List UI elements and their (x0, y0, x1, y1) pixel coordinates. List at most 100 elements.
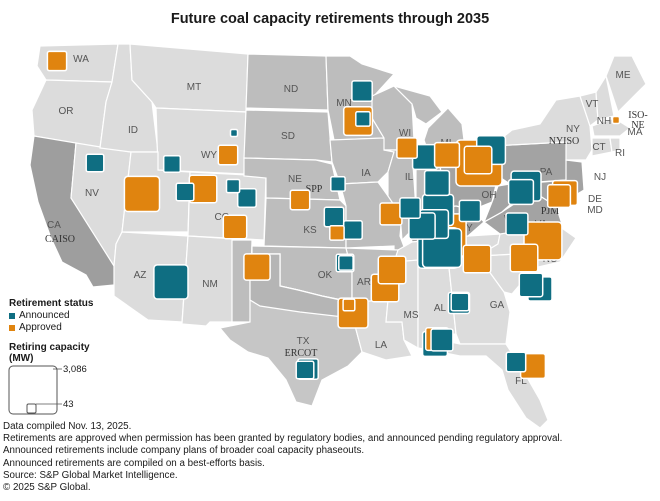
retirement-marker-approved-ma (611, 115, 621, 125)
state-me (605, 55, 647, 114)
retirement-marker-announced-oh (507, 178, 535, 206)
state-label: KS (303, 225, 317, 236)
state-label: NJ (594, 172, 606, 183)
retirement-marker-announced-ga (505, 351, 527, 373)
state-label: NY (566, 124, 580, 135)
state-label: IL (405, 172, 414, 183)
state-label: WI (399, 128, 411, 139)
retirement-marker-announced-tn (450, 292, 470, 312)
retirement-marker-announced-nc (518, 272, 544, 298)
iso-label-spp: SPP (306, 184, 323, 195)
state-ma (591, 117, 632, 137)
retirement-marker-announced-il (408, 212, 436, 240)
retirement-marker-approved-tx (289, 189, 311, 211)
legend-label-announced: Announced (19, 310, 70, 321)
retirement-marker-announced-mt (229, 128, 239, 138)
retirement-marker-approved-ok (342, 298, 356, 312)
retirement-marker-announced-ks (323, 206, 345, 228)
state-label: AZ (134, 270, 147, 281)
legend-capacity-title: Retiring capacity (9, 342, 90, 353)
retirement-marker-approved-nc (546, 183, 572, 209)
state-label: GA (490, 300, 505, 311)
retirement-marker-announced-ok (338, 255, 354, 271)
state-label: NH (597, 116, 611, 127)
iso-labels: CAISO SPP ERCOT PJM NYISO ISO- NE (45, 110, 648, 359)
retirement-marker-approved-mo (379, 202, 403, 226)
retirement-marker-announced-nv (85, 153, 105, 173)
footnote: © 2025 S&P Global. (3, 482, 91, 494)
state-label: MD (587, 205, 603, 216)
footnote: Announced retirements are compiled on a … (3, 457, 265, 469)
iso-label-ercot: ERCOT (285, 348, 318, 359)
state-label: SD (281, 131, 295, 142)
footnote: Announced retirements include company pl… (3, 445, 365, 457)
state-label: NV (85, 188, 99, 199)
footnote: Data compiled Nov. 13, 2025. (3, 421, 132, 432)
legend-swatch-announced (9, 312, 15, 319)
state-nm-spp (231, 239, 253, 323)
map-title: Future coal capacity retirements through… (170, 11, 490, 27)
state-label: ME (616, 70, 631, 81)
state-label: VT (586, 99, 599, 110)
retirement-marker-approved-ar (377, 255, 407, 285)
iso-label-isone-2: NE (631, 120, 644, 131)
size-legend (8, 365, 62, 415)
retirement-marker-approved-ky (462, 244, 492, 274)
size-legend-large-square (8, 365, 58, 415)
legend-item-approved: Approved (9, 322, 62, 333)
state-label: WA (73, 54, 89, 65)
retirement-marker-approved-nm (243, 253, 271, 281)
retirement-marker-announced-ne (330, 176, 346, 192)
state-label: NM (202, 279, 218, 290)
retirement-marker-announced-mn (351, 80, 373, 102)
iso-label-pjm: PJM (541, 206, 559, 217)
retirement-marker-announced-fl (295, 360, 315, 380)
retirement-marker-announced-wv (505, 212, 529, 236)
retirement-marker-announced-co (225, 178, 241, 194)
retirement-markers (46, 50, 621, 380)
retirement-marker-announced-il (399, 197, 421, 219)
retirement-marker-approved-wa (46, 50, 68, 72)
state-fl (429, 337, 549, 429)
state-label: AL (434, 303, 447, 314)
state-label: LA (375, 340, 388, 351)
iso-label-nyiso: NYISO (549, 136, 580, 147)
footnote: Retirements are approved when permission… (3, 433, 563, 445)
retirement-marker-announced-ms (430, 328, 454, 352)
retirement-marker-approved-oh (463, 145, 493, 175)
iso-label-caiso: CAISO (45, 234, 75, 245)
state-label: NE (288, 174, 302, 185)
state-label: CT (592, 142, 605, 153)
state-label: FL (515, 376, 527, 387)
state-label: DE (588, 194, 602, 205)
retirement-marker-announced-in (458, 199, 482, 223)
retirement-marker-approved-ut (123, 175, 161, 213)
retirement-marker-announced-co (236, 187, 257, 208)
size-legend-small-square (26, 403, 37, 414)
legend-capacity-unit: (MW) (9, 353, 34, 364)
legend-label-approved: Approved (19, 322, 62, 333)
footnotes: Data compiled Nov. 13, 2025. Retirements… (3, 421, 659, 494)
retirement-marker-approved-ks (329, 225, 345, 241)
state-label: MA (628, 127, 643, 138)
state-label: WY (201, 150, 217, 161)
retirement-marker-approved-wv (509, 243, 539, 273)
retirement-marker-approved-wy (217, 144, 239, 166)
state-label: CO (215, 212, 230, 223)
state-label: ID (128, 125, 138, 136)
state-label: MS (404, 310, 419, 321)
state-label: TX (297, 336, 310, 347)
state-nd (245, 53, 329, 111)
footnote: Source: S&P Global Market Intelligence. (3, 469, 178, 481)
state-label: CA (47, 220, 61, 231)
retirement-marker-announced-wy (162, 154, 182, 174)
state-label: ND (284, 84, 298, 95)
retirement-marker-approved-wi (433, 141, 461, 169)
state-ri (609, 137, 621, 153)
state-label: RI (615, 148, 625, 159)
state-label: PA (540, 167, 553, 178)
state-label: AR (357, 277, 371, 288)
iso-label-isone: ISO- (628, 110, 647, 121)
retirement-marker-announced-az (153, 264, 189, 300)
